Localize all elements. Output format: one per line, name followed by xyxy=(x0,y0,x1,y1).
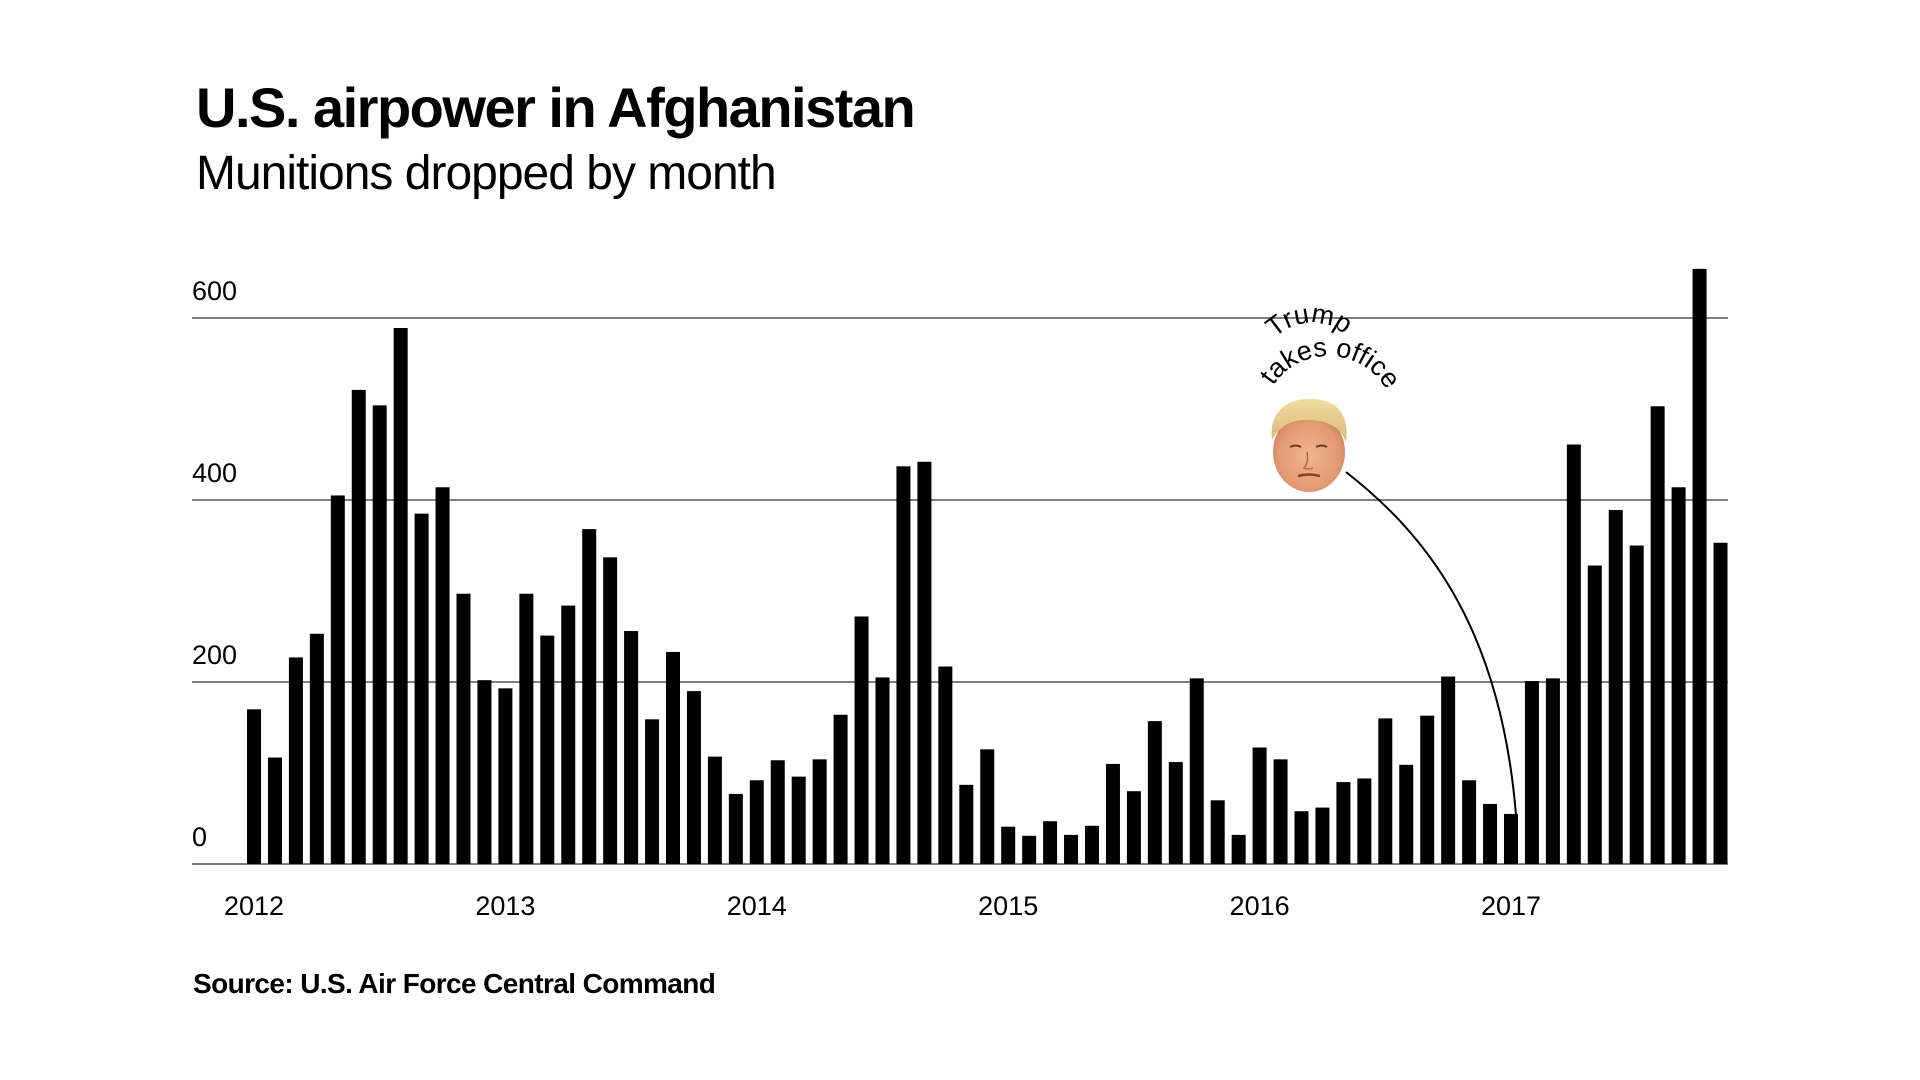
bar-2015-07 xyxy=(1126,791,1141,864)
bar-2014-02 xyxy=(770,760,785,864)
bar-2013-02 xyxy=(519,593,534,864)
bar-2017-10 xyxy=(1692,268,1707,864)
annotation-line2: takes office xyxy=(1254,332,1407,394)
bar-2014-07 xyxy=(875,677,890,864)
bar-2016-02 xyxy=(1273,759,1288,864)
bar-2013-10 xyxy=(686,691,701,864)
bar-2013-11 xyxy=(707,756,722,864)
y-tick-label: 400 xyxy=(192,458,237,488)
x-tick-label-2015: 2015 xyxy=(978,891,1038,921)
x-tick-label-2014: 2014 xyxy=(727,891,787,921)
bar-2015-02 xyxy=(1022,835,1037,864)
bar-2015-10 xyxy=(1189,678,1204,864)
bar-2012-01 xyxy=(247,709,261,864)
x-tick-label-2013: 2013 xyxy=(475,891,535,921)
bar-2013-08 xyxy=(645,719,660,864)
bar-2012-04 xyxy=(309,633,324,864)
bar-2013-09 xyxy=(666,651,680,864)
source-note: Source: U.S. Air Force Central Command xyxy=(193,968,716,999)
chart-title: U.S. airpower in Afghanistan xyxy=(196,76,916,139)
bar-2012-10 xyxy=(435,487,450,864)
bars xyxy=(247,268,1728,864)
bar-2014-09 xyxy=(917,461,932,864)
x-tick-label-2016: 2016 xyxy=(1230,891,1290,921)
bar-2014-11 xyxy=(959,784,974,864)
bar-2017-03 xyxy=(1545,678,1560,864)
bar-2014-06 xyxy=(854,616,869,864)
bar-2016-05 xyxy=(1336,782,1351,864)
y-tick-label: 600 xyxy=(192,276,237,306)
bar-2013-04 xyxy=(561,605,576,864)
y-axis-labels: 0 200 400 600 xyxy=(192,276,237,852)
bar-2016-04 xyxy=(1315,807,1330,864)
bar-2017-07 xyxy=(1629,545,1644,864)
bar-2013-12 xyxy=(728,793,743,864)
bar-2014-08 xyxy=(896,466,911,864)
bar-2015-06 xyxy=(1105,763,1120,864)
bar-2014-10 xyxy=(938,666,953,864)
bar-2012-07 xyxy=(372,405,387,864)
bar-2013-01 xyxy=(498,688,513,864)
bar-2014-03 xyxy=(791,776,806,864)
bar-2016-09 xyxy=(1420,715,1435,864)
bar-2014-04 xyxy=(812,759,827,864)
bar-2017-02 xyxy=(1524,681,1539,864)
bar-2016-03 xyxy=(1294,811,1309,864)
bar-2013-05 xyxy=(582,529,597,864)
bar-2015-09 xyxy=(1168,762,1183,864)
bar-2014-12 xyxy=(980,749,995,864)
bar-2012-12 xyxy=(477,680,492,864)
x-tick-label-2012: 2012 xyxy=(224,891,284,921)
bar-2016-07 xyxy=(1378,718,1393,864)
bar-2017-08 xyxy=(1650,406,1665,864)
bar-2017-09 xyxy=(1671,487,1686,864)
bar-2013-03 xyxy=(540,635,555,864)
bar-2015-11 xyxy=(1210,800,1225,864)
bar-2015-01 xyxy=(1001,826,1016,864)
bar-2012-08 xyxy=(393,328,408,864)
bar-2014-05 xyxy=(833,714,848,864)
bar-2012-09 xyxy=(414,513,429,864)
x-axis-labels: 2012 2013 2014 2015 2016 2017 xyxy=(224,891,1541,921)
bar-2017-01 xyxy=(1504,813,1518,864)
bar-2015-03 xyxy=(1043,821,1058,864)
bar-2016-06 xyxy=(1357,778,1372,864)
bar-2016-01 xyxy=(1252,747,1267,864)
bar-2016-12 xyxy=(1483,803,1498,864)
bar-2013-07 xyxy=(624,631,639,864)
annotation-leader-line xyxy=(1345,471,1517,816)
bar-2017-06 xyxy=(1608,510,1623,864)
bar-2017-11 xyxy=(1713,542,1728,864)
bar-2012-05 xyxy=(330,495,345,864)
bar-2014-01 xyxy=(749,780,764,864)
bar-2012-11 xyxy=(456,593,471,864)
bar-2015-04 xyxy=(1064,834,1079,864)
bar-2016-11 xyxy=(1462,780,1477,864)
bar-2016-08 xyxy=(1399,764,1414,864)
chart-subtitle: Munitions dropped by month xyxy=(196,147,777,200)
trump-face-icon xyxy=(1271,398,1347,492)
bar-2017-05 xyxy=(1587,565,1602,864)
bar-2017-04 xyxy=(1566,444,1581,864)
bar-2013-06 xyxy=(603,557,618,864)
bar-2012-06 xyxy=(351,389,366,864)
y-tick-label: 0 xyxy=(192,822,207,852)
y-tick-label: 200 xyxy=(192,640,237,670)
bar-2016-10 xyxy=(1441,676,1456,864)
bar-2015-08 xyxy=(1147,721,1162,864)
bar-2012-02 xyxy=(267,757,282,864)
bar-2015-12 xyxy=(1231,834,1246,864)
bar-2015-05 xyxy=(1085,825,1099,864)
x-tick-label-2017: 2017 xyxy=(1481,891,1541,921)
bar-2012-03 xyxy=(288,657,303,864)
